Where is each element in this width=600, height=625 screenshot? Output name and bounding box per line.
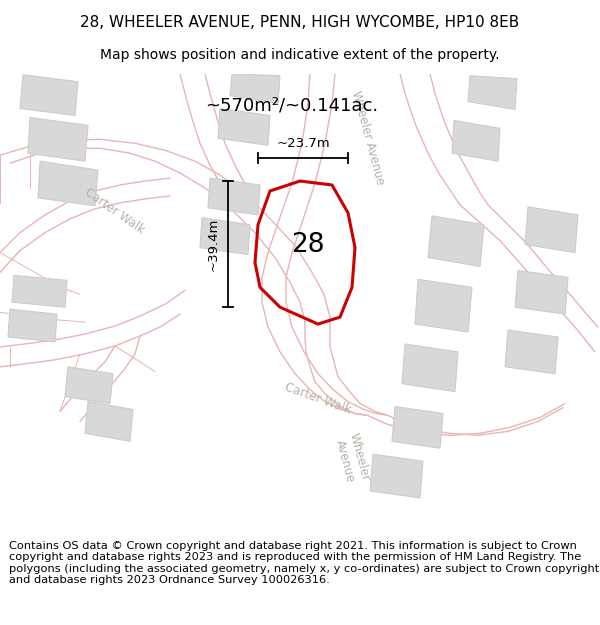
Polygon shape — [452, 121, 500, 161]
Text: ~39.4m: ~39.4m — [207, 217, 220, 271]
Polygon shape — [8, 309, 57, 342]
Polygon shape — [65, 367, 113, 404]
Text: Contains OS data © Crown copyright and database right 2021. This information is : Contains OS data © Crown copyright and d… — [9, 541, 599, 586]
Text: ~570m²/~0.141ac.: ~570m²/~0.141ac. — [205, 96, 378, 114]
Text: Map shows position and indicative extent of the property.: Map shows position and indicative extent… — [100, 48, 500, 62]
Polygon shape — [468, 76, 517, 109]
Text: Wheeler Avenue: Wheeler Avenue — [349, 90, 387, 187]
Text: ~23.7m: ~23.7m — [276, 138, 330, 150]
Text: 28: 28 — [291, 232, 325, 258]
Text: Carter Walk: Carter Walk — [83, 186, 147, 236]
Polygon shape — [402, 344, 458, 392]
Polygon shape — [392, 406, 443, 448]
Polygon shape — [38, 161, 98, 206]
Polygon shape — [20, 75, 78, 116]
Polygon shape — [28, 118, 88, 161]
Polygon shape — [12, 276, 67, 307]
Polygon shape — [230, 74, 280, 104]
Polygon shape — [428, 216, 484, 266]
Polygon shape — [208, 178, 260, 215]
Text: 28, WHEELER AVENUE, PENN, HIGH WYCOMBE, HP10 8EB: 28, WHEELER AVENUE, PENN, HIGH WYCOMBE, … — [80, 14, 520, 29]
Text: Carter Walk: Carter Walk — [283, 381, 353, 417]
Polygon shape — [415, 279, 472, 332]
Polygon shape — [515, 271, 568, 314]
Polygon shape — [85, 401, 133, 441]
Polygon shape — [525, 207, 578, 252]
Polygon shape — [505, 330, 558, 374]
Polygon shape — [370, 454, 423, 498]
Polygon shape — [218, 109, 270, 145]
Text: Wheeler
Avenue: Wheeler Avenue — [332, 432, 372, 487]
Polygon shape — [200, 217, 250, 254]
